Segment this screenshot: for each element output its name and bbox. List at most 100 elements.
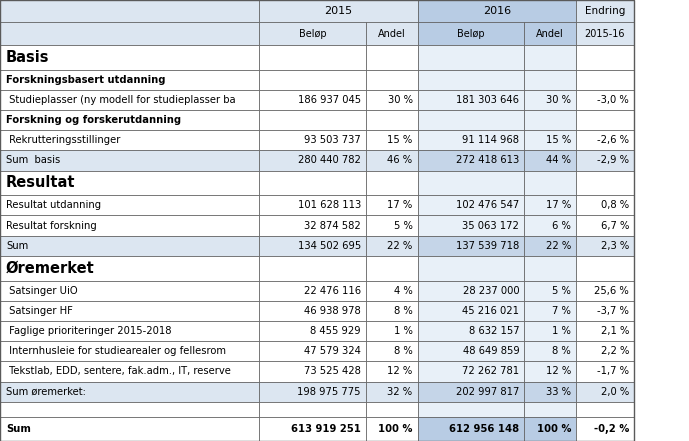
Text: 15 %: 15 %	[387, 135, 413, 145]
Bar	[576, 171, 634, 195]
Bar	[418, 381, 524, 402]
Text: 32 %: 32 %	[387, 387, 413, 396]
Bar	[576, 90, 634, 110]
Bar	[524, 381, 576, 402]
Bar	[576, 216, 634, 235]
Text: Rekrutteringsstillinger: Rekrutteringsstillinger	[6, 135, 121, 145]
Bar	[524, 22, 576, 45]
Bar	[418, 402, 524, 418]
Bar	[0, 256, 259, 280]
Text: 33 %: 33 %	[546, 387, 571, 396]
Bar	[366, 195, 418, 216]
Bar	[524, 171, 576, 195]
Bar	[259, 171, 366, 195]
Text: -0,2 %: -0,2 %	[593, 424, 629, 434]
Bar	[576, 22, 634, 45]
Bar	[524, 280, 576, 301]
Bar	[0, 171, 259, 195]
Bar	[366, 402, 418, 418]
Bar	[418, 130, 524, 150]
Text: -3,0 %: -3,0 %	[597, 95, 629, 105]
Text: 102 476 547: 102 476 547	[456, 200, 520, 210]
Bar	[366, 22, 418, 45]
Bar	[418, 110, 524, 130]
Text: Sum: Sum	[6, 424, 31, 434]
Bar	[0, 0, 259, 22]
Text: 8 %: 8 %	[394, 306, 413, 316]
Bar	[259, 22, 366, 45]
Text: 6 %: 6 %	[552, 220, 571, 231]
Bar	[576, 45, 634, 70]
Bar	[0, 301, 259, 321]
Bar	[259, 90, 366, 110]
Bar	[0, 341, 259, 361]
Bar	[259, 280, 366, 301]
Bar	[524, 418, 576, 441]
Bar	[576, 361, 634, 381]
Bar	[576, 0, 634, 22]
Bar	[418, 256, 524, 280]
Text: Tekstlab, EDD, sentere, fak.adm., IT, reserve: Tekstlab, EDD, sentere, fak.adm., IT, re…	[6, 366, 231, 377]
Bar	[418, 301, 524, 321]
Bar	[0, 280, 259, 301]
Bar	[524, 235, 576, 256]
Text: 2016: 2016	[483, 6, 511, 16]
Bar	[576, 235, 634, 256]
Bar	[366, 418, 418, 441]
Text: 2,0 %: 2,0 %	[601, 387, 629, 396]
Text: Andel: Andel	[378, 29, 406, 39]
Bar	[576, 280, 634, 301]
Bar	[0, 22, 259, 45]
Bar	[366, 171, 418, 195]
Bar	[418, 195, 524, 216]
Text: 22 476 116: 22 476 116	[304, 286, 361, 295]
Text: Sum: Sum	[6, 241, 28, 251]
Bar	[524, 70, 576, 90]
Bar	[259, 70, 366, 90]
Text: 73 525 428: 73 525 428	[304, 366, 361, 377]
Text: Resultat utdanning: Resultat utdanning	[6, 200, 101, 210]
Text: 25,6 %: 25,6 %	[594, 286, 629, 295]
Bar	[366, 45, 418, 70]
Text: 272 418 613: 272 418 613	[456, 156, 520, 165]
Bar	[418, 0, 576, 22]
Text: 35 063 172: 35 063 172	[462, 220, 520, 231]
Bar	[418, 216, 524, 235]
Bar	[524, 301, 576, 321]
Text: Satsinger UiO: Satsinger UiO	[6, 286, 78, 295]
Bar	[0, 321, 259, 341]
Text: 186 937 045: 186 937 045	[298, 95, 361, 105]
Bar	[366, 235, 418, 256]
Bar	[259, 418, 366, 441]
Bar	[259, 402, 366, 418]
Text: 2,3 %: 2,3 %	[601, 241, 629, 251]
Bar	[366, 256, 418, 280]
Bar	[366, 361, 418, 381]
Bar	[0, 110, 259, 130]
Bar	[0, 70, 259, 90]
Bar	[418, 280, 524, 301]
Bar	[259, 321, 366, 341]
Bar	[524, 45, 576, 70]
Bar	[524, 341, 576, 361]
Bar	[259, 256, 366, 280]
Text: 93 503 737: 93 503 737	[304, 135, 361, 145]
Bar	[418, 171, 524, 195]
Text: 2015-16: 2015-16	[585, 29, 625, 39]
Bar	[576, 321, 634, 341]
Text: 22 %: 22 %	[387, 241, 413, 251]
Bar	[576, 130, 634, 150]
Text: 134 502 695: 134 502 695	[298, 241, 361, 251]
Text: Studieplasser (ny modell for studieplasser ba: Studieplasser (ny modell for studieplass…	[6, 95, 236, 105]
Text: 45 216 021: 45 216 021	[462, 306, 520, 316]
Bar	[0, 216, 259, 235]
Text: 5 %: 5 %	[393, 220, 413, 231]
Bar	[259, 235, 366, 256]
Text: -2,6 %: -2,6 %	[597, 135, 629, 145]
Bar	[366, 301, 418, 321]
Text: 91 114 968: 91 114 968	[462, 135, 520, 145]
Bar	[259, 301, 366, 321]
Text: 100 %: 100 %	[537, 424, 571, 434]
Text: 7 %: 7 %	[552, 306, 571, 316]
Text: 12 %: 12 %	[387, 366, 413, 377]
